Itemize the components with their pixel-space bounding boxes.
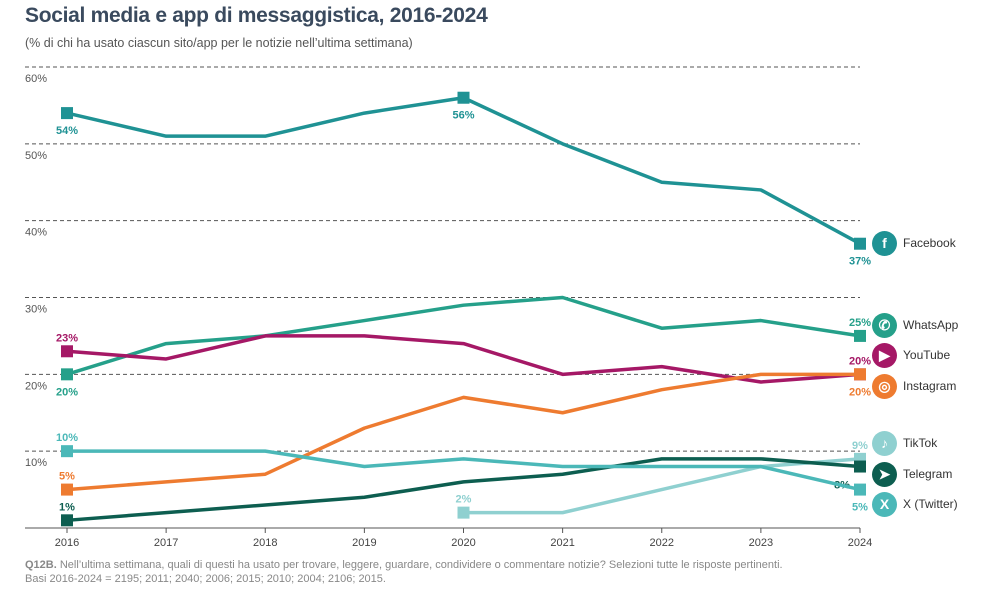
data-point-marker — [61, 445, 73, 458]
y-tick-label: 60% — [25, 73, 47, 85]
series-line-whatsapp — [66, 295, 861, 377]
legend-item: X X (Twitter) — [872, 491, 958, 517]
series-line-instagram — [66, 372, 860, 492]
legend-item: f Facebook — [872, 230, 956, 256]
data-label: 9% — [852, 440, 868, 452]
series-line-youtube — [66, 334, 861, 384]
legend-label: WhatsApp — [903, 318, 959, 332]
data-point-marker — [854, 237, 866, 250]
data-point-marker — [61, 368, 73, 381]
data-label: 23% — [56, 332, 78, 344]
line-chart: 10% 20% 30% 40% 50% 60% 2016 2017 2018 2019 2020 20… — [25, 66, 872, 549]
data-label: 2% — [456, 494, 472, 506]
tiktok-icon: ♪ — [872, 430, 897, 456]
x-tick-label: 2024 — [848, 537, 872, 549]
data-label: 56% — [452, 110, 474, 122]
y-tick-label: 10% — [25, 457, 47, 469]
data-label: 54% — [56, 125, 78, 137]
data-label: 1% — [59, 501, 75, 513]
legend-label: Facebook — [903, 236, 956, 250]
legend-item: ◎ Instagram — [872, 373, 956, 399]
legend-item: ➤ Telegram — [872, 461, 952, 487]
data-point-marker — [854, 329, 866, 342]
legend-label: Telegram — [903, 467, 953, 481]
data-point-marker — [854, 368, 866, 381]
y-tick-label: 20% — [25, 380, 47, 392]
data-point-marker — [854, 483, 866, 496]
data-label: 37% — [849, 256, 871, 268]
x-tick-label: 2016 — [55, 537, 79, 549]
series-line-x-twitter- — [67, 449, 861, 492]
legend-item: ✆ WhatsApp — [872, 312, 958, 338]
data-label: 25% — [849, 317, 871, 329]
data-point-marker — [457, 91, 470, 104]
data-label: 20% — [849, 355, 871, 367]
series-line-tiktok — [463, 457, 861, 515]
data-label: 10% — [56, 432, 78, 444]
chart-subtitle: (% di chi ha usato ciascun sito/app per … — [25, 36, 413, 50]
data-point-marker — [61, 107, 73, 120]
x-tick-label: 2023 — [749, 537, 773, 549]
data-point-marker — [854, 460, 866, 473]
y-tick-label: 30% — [25, 304, 47, 316]
data-point-marker — [61, 483, 73, 496]
legend-item: ▶ YouTube — [872, 342, 950, 368]
data-label: 5% — [59, 471, 75, 483]
question-text: Nell’ultima settimana, quali di questi h… — [56, 559, 783, 571]
data-label: 5% — [852, 502, 868, 514]
x-tick-label: 2018 — [253, 537, 277, 549]
telegram-icon: ➤ — [872, 461, 897, 487]
data-point-marker — [61, 514, 73, 527]
legend-label: Instagram — [903, 379, 957, 393]
instagram-icon: ◎ — [872, 373, 897, 399]
data-label: 20% — [849, 386, 871, 398]
question-code: Q12B. — [25, 559, 57, 571]
x-tick-label: 2021 — [550, 537, 574, 549]
legend-item: ♪ TikTok — [872, 430, 937, 456]
x-tick-label: 2017 — [154, 537, 178, 549]
footer-note: Q12B. Nell’ultima settimana, quali di qu… — [25, 558, 783, 586]
facebook-icon: f — [872, 230, 897, 256]
whatsapp-icon: ✆ — [872, 312, 897, 338]
legend-label: YouTube — [903, 348, 951, 362]
x-tick-label: 2020 — [451, 537, 475, 549]
x-twitter-icon: X — [872, 491, 897, 517]
legend-label: TikTok — [903, 436, 938, 450]
data-point-marker — [61, 345, 73, 358]
y-tick-label: 40% — [25, 227, 47, 239]
chart-title: Social media e app di messaggistica, 201… — [25, 4, 488, 27]
series-line-telegram — [66, 457, 861, 523]
data-point-marker — [457, 506, 470, 519]
bases-text: Basi 2016-2024 = 2195; 2011; 2040; 2006;… — [25, 573, 386, 585]
data-label: 20% — [56, 386, 78, 398]
legend-label: X (Twitter) — [903, 497, 958, 511]
youtube-icon: ▶ — [872, 342, 897, 368]
x-tick-label: 2022 — [650, 537, 674, 549]
y-tick-label: 50% — [25, 150, 47, 162]
x-tick-label: 2019 — [352, 537, 376, 549]
